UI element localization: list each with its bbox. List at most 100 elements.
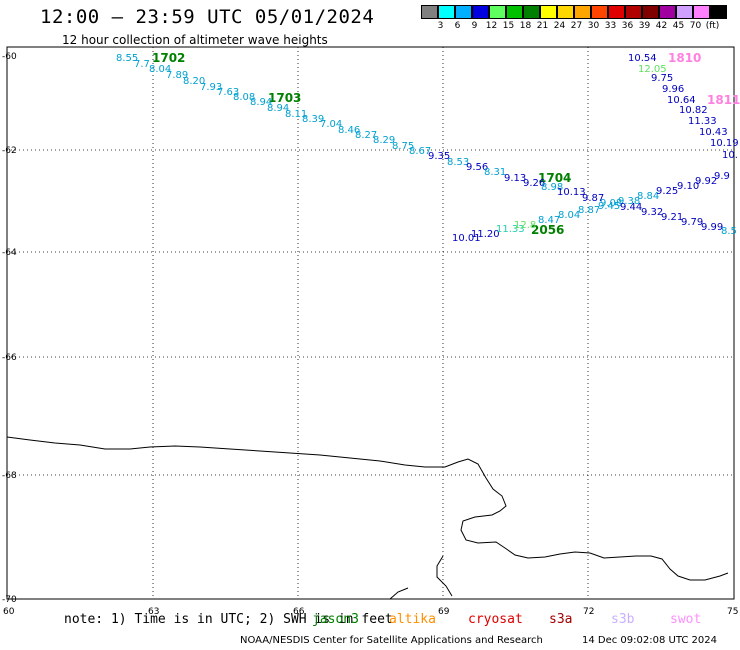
lon-label: 60	[3, 607, 15, 617]
legend-label: 27	[570, 21, 583, 31]
wave-value: 8.29	[373, 135, 395, 146]
legend-swatch	[608, 5, 625, 19]
wave-value: 9.75	[651, 73, 673, 84]
legend-label: 12	[485, 21, 498, 31]
lat-label: -64	[2, 248, 17, 258]
wave-value: 11.33	[496, 224, 525, 235]
wave-value: 11.33	[688, 116, 717, 127]
wave-value: 10.13	[557, 187, 586, 198]
track-labels: 1702 1703 1704 2056 1810 1811	[152, 51, 740, 237]
graticule	[7, 47, 734, 599]
legend-swatch	[523, 5, 540, 19]
wave-value: 9.99	[701, 222, 723, 233]
legend-label: 24	[553, 21, 566, 31]
wave-value: 10.43	[699, 127, 728, 138]
lon-label: 72	[583, 607, 594, 617]
wave-value: 9.38	[618, 196, 640, 207]
legend-swatch	[421, 5, 438, 19]
satellite-swot: swot	[670, 612, 702, 627]
latitude-labels: -60 -62 -64 -66 -68 -70	[2, 52, 17, 605]
wave-value: 8.55	[116, 53, 138, 64]
track-label: 1704	[538, 171, 571, 185]
lat-label: -62	[2, 146, 17, 156]
wave-value: 8.46	[338, 125, 360, 136]
wave-value: 9.87	[582, 193, 604, 204]
satellite-jason3: jason3	[312, 612, 359, 627]
legend-label: 9	[471, 21, 478, 31]
legend-swatch	[642, 5, 659, 19]
wave-value: 9.92	[695, 176, 717, 187]
wave-value: 8.11	[285, 109, 307, 120]
wave-value: 7.63	[217, 87, 239, 98]
generated-timestamp: 14 Dec 09:02:08 UTC 2024	[582, 635, 717, 646]
wave-value: 8.98	[541, 182, 563, 193]
wave-value: 8.94	[250, 97, 272, 108]
satellite-s3a: s3a	[549, 612, 573, 627]
wave-value: 7.93	[200, 82, 222, 93]
wave-value: 8.47	[538, 215, 560, 226]
wave-value: 10.01	[452, 233, 481, 244]
legend-swatch	[557, 5, 574, 19]
map-subtitle: 12 hour collection of altimeter wave hei…	[62, 33, 328, 47]
wave-value: 8.04	[149, 64, 171, 75]
legend-label: 21	[536, 21, 549, 31]
legend-swatch	[540, 5, 557, 19]
wave-value: 12.05	[638, 64, 667, 75]
wave-value: 8.87	[578, 205, 600, 216]
legend-swatch	[693, 5, 710, 19]
wave-value: 10.54	[628, 53, 657, 64]
track-label: 2056	[531, 223, 564, 237]
wave-value: 8.84	[637, 191, 659, 202]
antarctic-coastline	[6, 436, 729, 600]
wave-value: 9.08	[600, 198, 622, 209]
track-label: 1702	[152, 51, 185, 65]
wave-value: 10.64	[667, 95, 696, 106]
legend-label: 15	[502, 21, 515, 31]
wave-value: 9.10	[677, 181, 699, 192]
wave-value: 8.67	[409, 146, 431, 157]
legend-label: 30	[587, 21, 600, 31]
wave-value: 8.75	[392, 141, 414, 152]
legend-label: 18	[519, 21, 532, 31]
legend-label: 45	[672, 21, 685, 31]
wave-value: 7.04	[320, 119, 342, 130]
lon-label: 66	[293, 607, 305, 617]
legend-label: 3	[437, 21, 444, 31]
legend-swatch	[574, 5, 591, 19]
wave-value: 9.13	[504, 173, 526, 184]
satellite-altika: altika	[389, 612, 436, 627]
legend-swatch	[438, 5, 455, 19]
wave-value: 8.20	[183, 76, 205, 87]
legend-swatch	[455, 5, 472, 19]
legend-label: 36	[621, 21, 634, 31]
satellite-cryosat: cryosat	[468, 612, 523, 627]
longitude-labels: 60 63 66 69 72 75	[3, 607, 738, 617]
wave-values: 8.55 7.7 8.04 7.89 8.20 7.93 7.63 8.08 8…	[116, 53, 739, 244]
lon-label: 69	[438, 607, 450, 617]
track-label: 1811	[707, 93, 740, 107]
wave-value: 9.32	[641, 207, 663, 218]
legend-swatch	[591, 5, 608, 19]
map-frame	[6, 46, 735, 600]
legend-swatch	[659, 5, 676, 19]
wave-value: 9.35	[428, 151, 450, 162]
track-label: 1703	[268, 91, 301, 105]
wave-value: 8.08	[233, 92, 255, 103]
wave-value: 9.9	[714, 171, 730, 182]
legend-swatch	[489, 5, 506, 19]
wave-value: 10.	[722, 150, 738, 161]
wave-value: 9.26	[523, 178, 545, 189]
legend-swatch	[625, 5, 642, 19]
wave-value: 12.8	[514, 220, 536, 231]
legend-label: 42	[655, 21, 668, 31]
wave-value: 10.82	[679, 105, 708, 116]
wave-value: 8.27	[355, 130, 377, 141]
footer-note: note: 1) Time is in UTC; 2) SWH is in fe…	[64, 612, 393, 627]
legend-swatch	[506, 5, 523, 19]
wave-value: 8.31	[484, 167, 506, 178]
lat-label: -70	[2, 595, 17, 605]
lat-label: -66	[2, 353, 17, 363]
wave-value: 8.39	[302, 114, 324, 125]
lat-label: -68	[2, 471, 17, 481]
wave-value: 9.56	[466, 162, 488, 173]
